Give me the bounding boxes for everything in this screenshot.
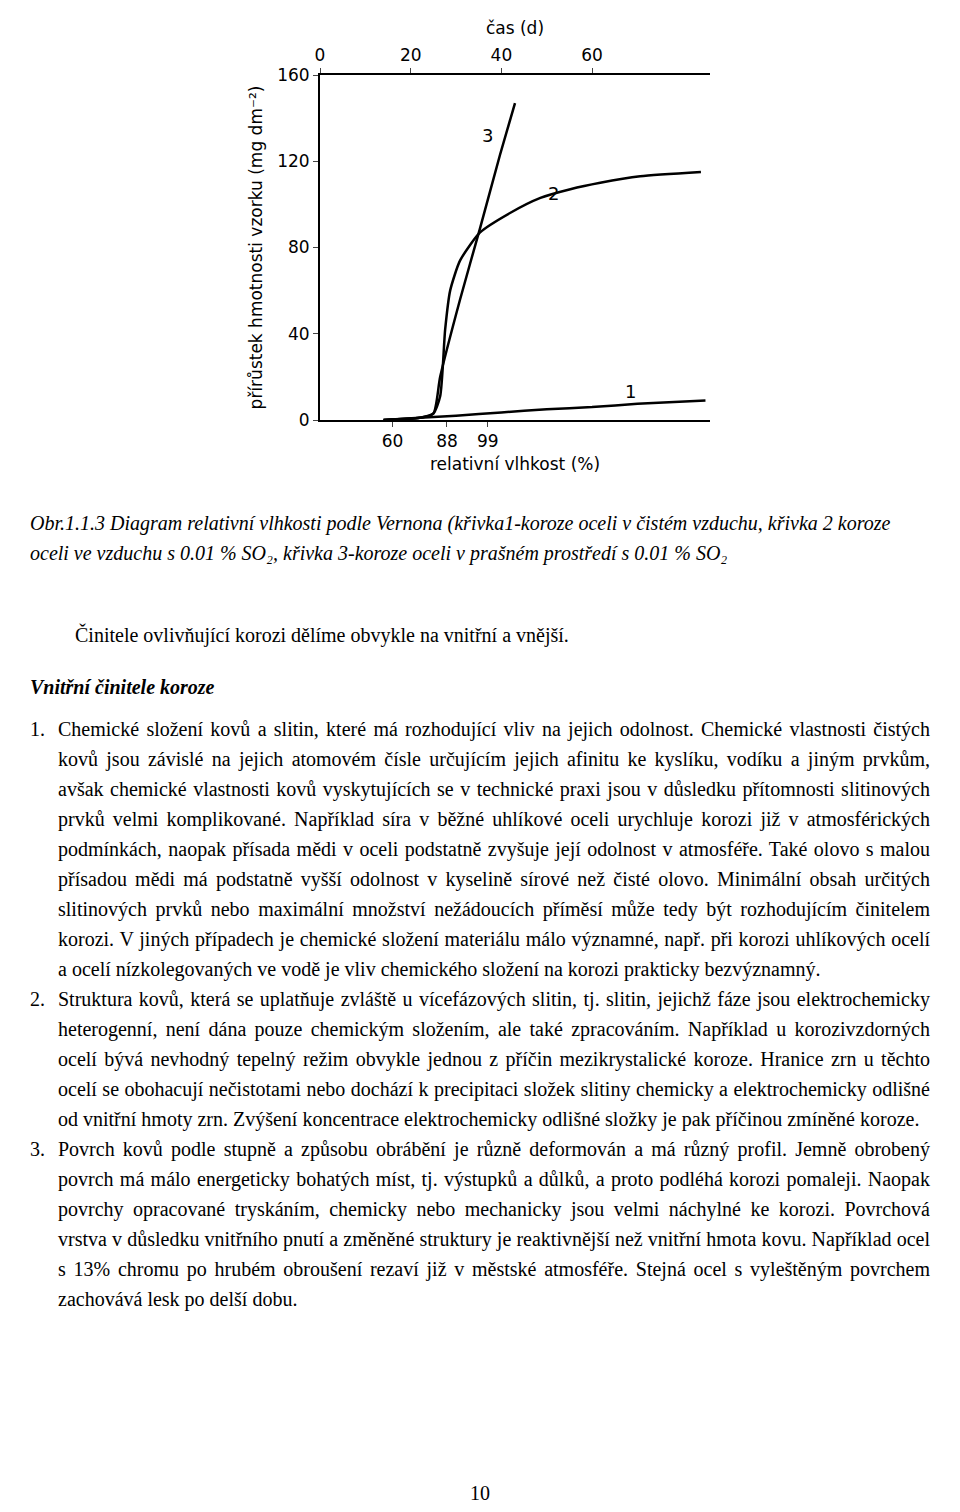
svg-text:99: 99 [477,431,499,451]
svg-text:60: 60 [382,431,404,451]
svg-text:120: 120 [277,151,309,171]
svg-text:1: 1 [625,381,636,402]
svg-text:relativní vlhkost (%): relativní vlhkost (%) [430,454,600,474]
svg-text:přírůstek hmotnosti vzorku (mg: přírůstek hmotnosti vzorku (mg dm⁻²) [246,86,266,410]
svg-text:40: 40 [288,324,310,344]
svg-text:60: 60 [581,45,603,65]
html-text:Vnitřní činitele koroze: Vnitřní činitele koroze [30,676,215,698]
svg-text:88: 88 [436,431,458,451]
svg-text:čas (d): čas (d) [486,18,544,38]
html-text:Struktura kovů, která se uplat: Struktura kovů, která se uplatňuje zvláš… [58,988,930,1130]
html-text:3.: 3. [30,1138,45,1160]
html-text:2.: 2. [30,988,45,1010]
svg-text:3: 3 [482,125,493,146]
svg-text:2: 2 [548,183,559,204]
html-text:1.: 1. [30,718,45,740]
html-text:Obr.1.1.3 Diagram relativní vl: Obr.1.1.3 Diagram relativní vlhkosti pod… [30,512,891,564]
svg-text:0: 0 [315,45,326,65]
html-text:Povrch kovů podle stupně a způ: Povrch kovů podle stupně a způsobu obráb… [58,1138,930,1310]
html-text:Činitele ovlivňující korozi dě: Činitele ovlivňující korozi dělíme obvyk… [75,624,569,646]
svg-text:80: 80 [288,237,310,257]
svg-text:160: 160 [277,65,309,85]
svg-text:20: 20 [400,45,422,65]
svg-text:40: 40 [491,45,513,65]
svg-text:0: 0 [299,410,310,430]
html-text:10: 10 [470,1482,490,1504]
html-text:Chemické složení kovů a slitin: Chemické složení kovů a slitin, které má… [58,718,930,980]
